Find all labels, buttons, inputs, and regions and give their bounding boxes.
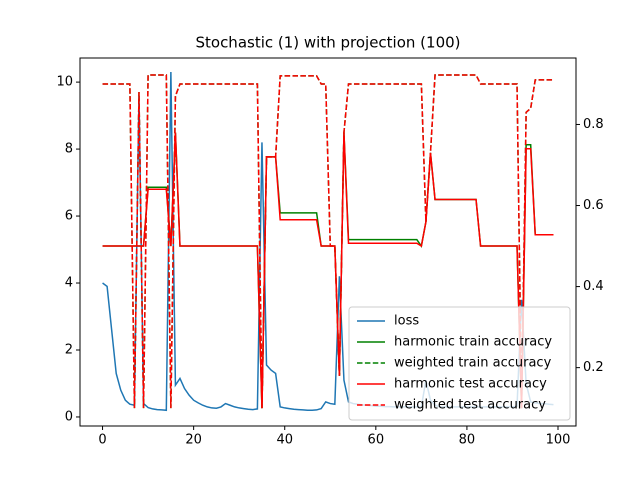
legend-label: weighted test accuracy: [394, 398, 546, 413]
y-tick-label: 4: [65, 276, 73, 291]
chart-title: Stochastic (1) with projection (100): [195, 34, 460, 52]
x-tick-label: 60: [368, 433, 385, 448]
y-tick-label: 2: [65, 342, 73, 357]
y-tick-label: 10: [56, 75, 73, 90]
legend-label: weighted train accuracy: [394, 356, 552, 371]
x-tick-label: 80: [459, 433, 476, 448]
legend-label: loss: [394, 314, 419, 329]
x-tick-label: 100: [546, 433, 571, 448]
y2-tick-label: 0.6: [583, 198, 604, 213]
y2-tick-label: 0.8: [583, 117, 604, 132]
x-tick-label: 40: [276, 433, 293, 448]
x-tick-label: 0: [98, 433, 106, 448]
x-tick-label: 20: [185, 433, 202, 448]
series-line: [102, 74, 554, 409]
legend-label: harmonic train accuracy: [394, 335, 552, 350]
series-line: [102, 132, 554, 409]
y2-tick-label: 0.2: [583, 360, 604, 375]
legend-box: [348, 306, 571, 421]
y2-tick-label: 0.4: [583, 279, 604, 294]
y-tick-label: 0: [65, 409, 73, 424]
y-tick-label: 8: [65, 142, 73, 157]
y-tick-label: 6: [65, 209, 73, 224]
legend-label: harmonic test accuracy: [394, 377, 547, 392]
plot-frame: [79, 57, 577, 427]
